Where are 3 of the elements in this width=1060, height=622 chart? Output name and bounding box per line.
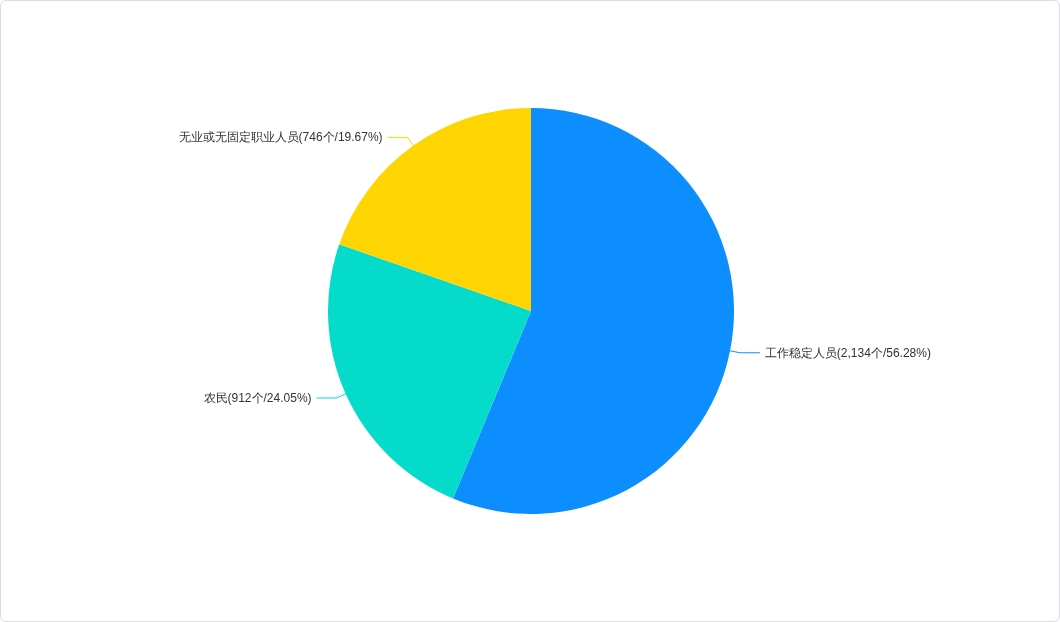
slice-label: 无业或无固定职业人员(746个/19.67%) bbox=[178, 130, 383, 145]
slice-label: 农民(912个/24.05%) bbox=[203, 390, 312, 405]
slice-label: 工作稳定人员(2,134个/56.28%) bbox=[764, 345, 931, 360]
